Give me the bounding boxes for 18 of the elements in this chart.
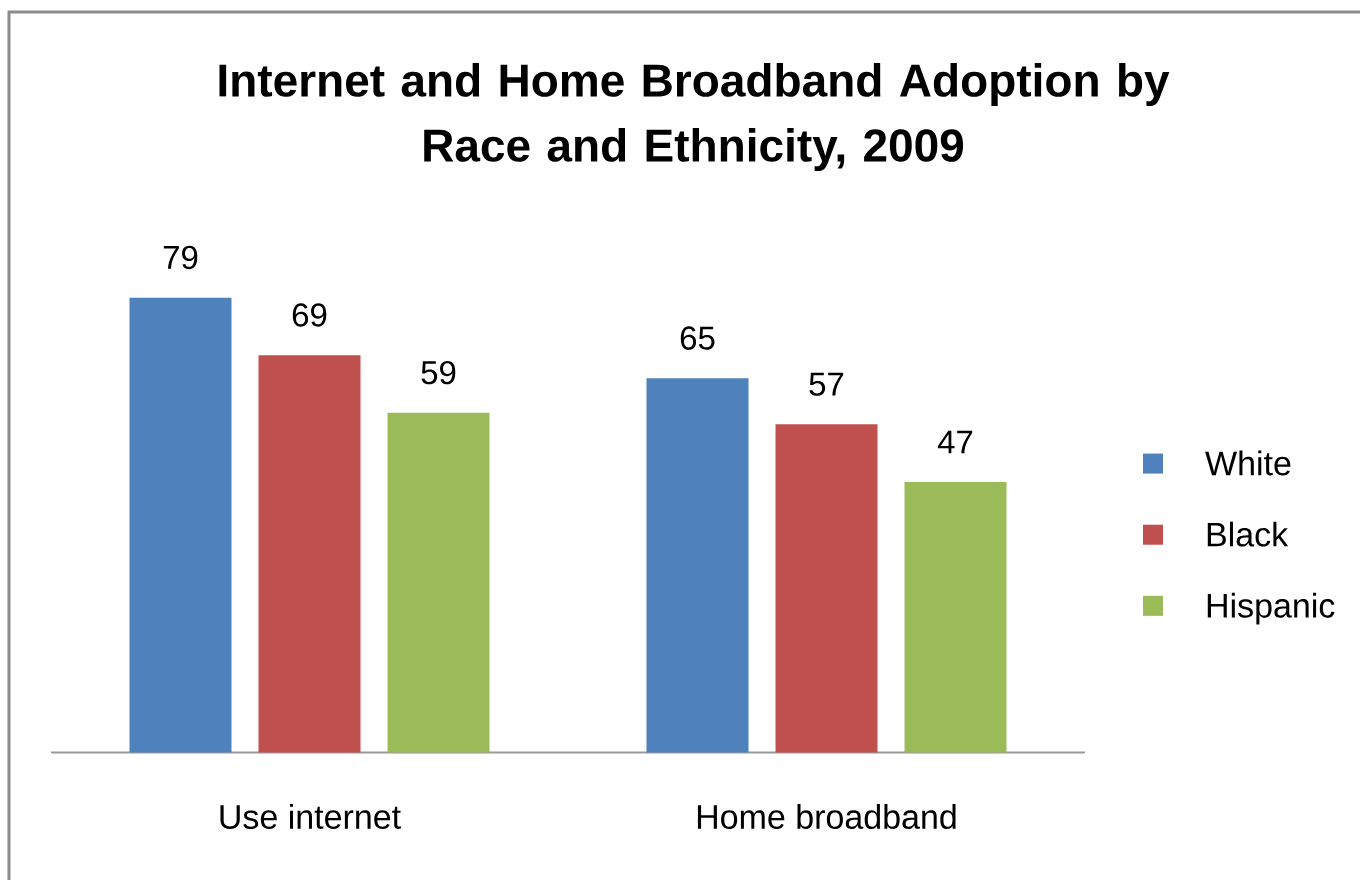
data-label: 65	[680, 326, 715, 350]
x-tick-label: Use internet	[220, 804, 401, 829]
data-label: 69	[292, 303, 327, 327]
data-label: 59	[421, 360, 456, 385]
bar	[258, 355, 361, 753]
legend-label: Black	[1207, 521, 1289, 547]
bar	[904, 481, 1007, 753]
bar	[646, 378, 749, 753]
chart-title: Internet and Home Broadband Adoption by Race and Ethnicity, 2009	[219, 63, 1170, 171]
x-tick-label: Home broadband	[697, 804, 956, 829]
bar	[387, 412, 490, 753]
legend-label: White	[1205, 450, 1291, 476]
data-label: 79	[163, 245, 198, 270]
data-label: 47	[937, 430, 973, 454]
bar	[775, 424, 878, 753]
legend-label: Hispanic	[1207, 592, 1335, 625]
data-label: 57	[809, 372, 844, 396]
bar	[129, 297, 232, 753]
